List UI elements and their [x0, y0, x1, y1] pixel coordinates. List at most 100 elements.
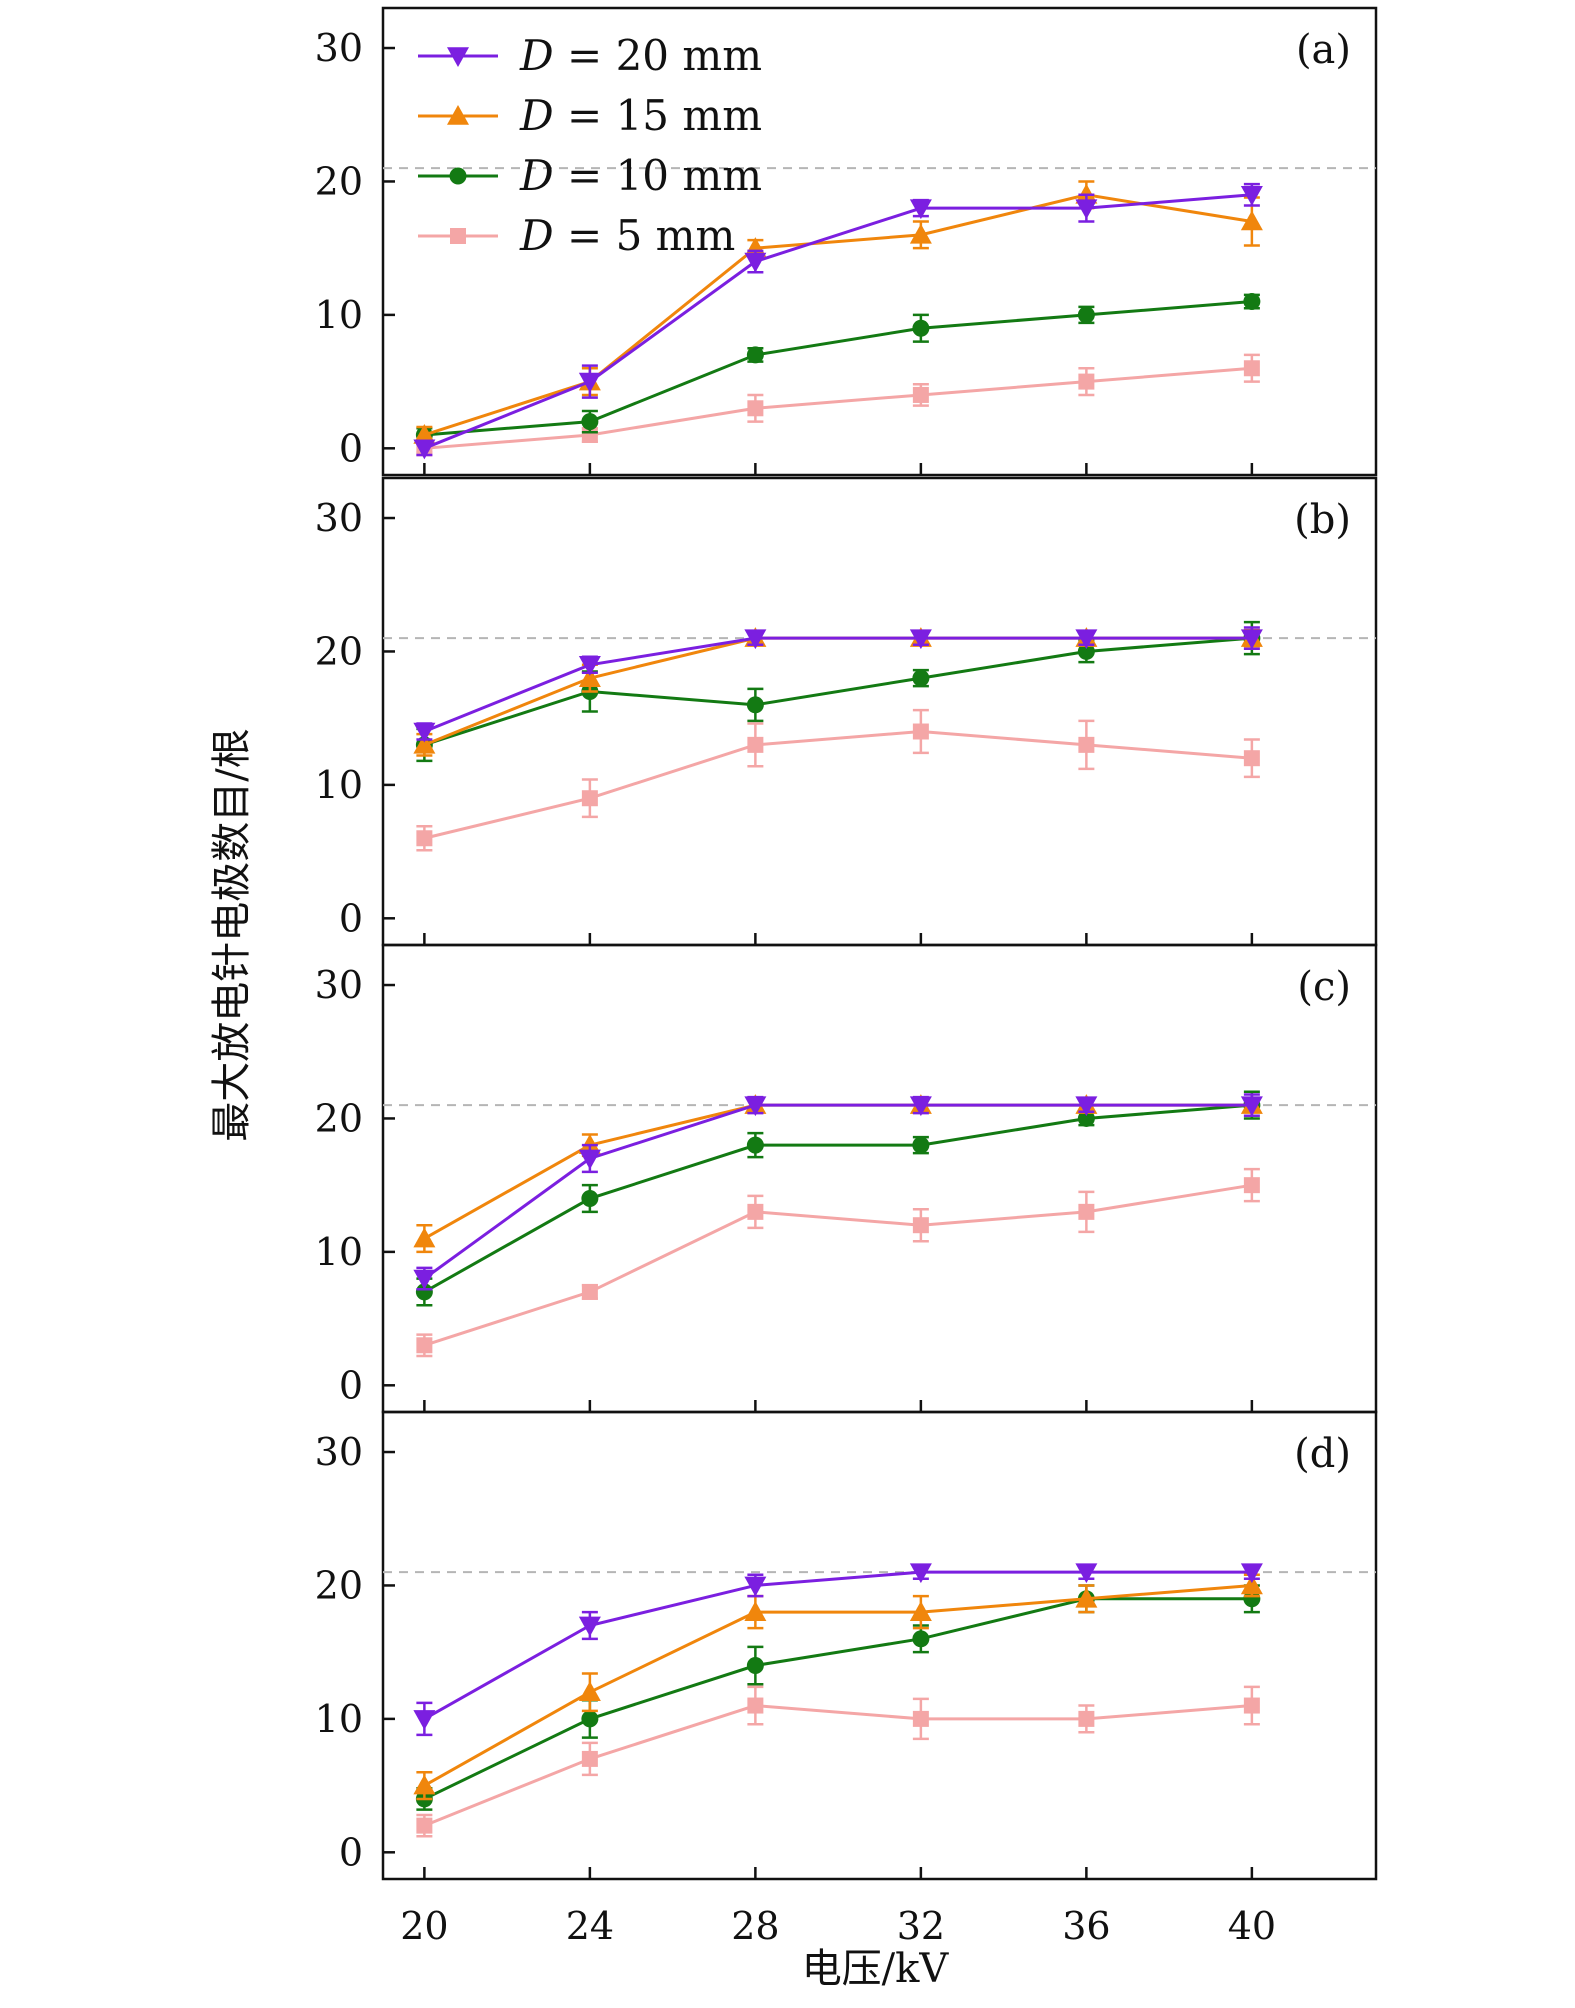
plot-area: 0 10 20 30 (a) 0 10 20 30 (b) 0 10 20 30 (c) 0 10 20 30 (d)… — [315, 6, 1378, 1948]
series-line — [424, 300, 1252, 437]
data-point — [912, 1217, 929, 1234]
panel-d: 0 10 20 30 (d) 20 24 28 32 36 40 — [315, 1410, 1378, 1948]
data-point — [1078, 1203, 1095, 1220]
y-tick-label: 20 — [315, 1563, 363, 1607]
data-point — [1240, 186, 1263, 206]
data-point — [1243, 360, 1260, 377]
panel-c: 0 10 20 30 (c) — [315, 943, 1378, 1414]
data-point — [746, 346, 764, 364]
legend-var: D — [519, 91, 554, 140]
panel-frame — [381, 1410, 1378, 1881]
data-point — [1078, 736, 1095, 753]
x-tick-label: 36 — [1062, 1904, 1110, 1948]
data-point — [909, 1601, 932, 1621]
y-tick-label: 20 — [315, 1096, 363, 1140]
data-point — [747, 736, 764, 753]
data-point — [413, 722, 436, 743]
series-line — [423, 1570, 1252, 1721]
data-point — [581, 426, 598, 443]
data-point — [581, 1190, 599, 1208]
x-tick-label: 24 — [566, 1904, 614, 1948]
series-line — [424, 730, 1252, 840]
data-point — [416, 1817, 433, 1834]
data-point — [578, 1681, 601, 1701]
data-point — [1075, 1096, 1098, 1117]
data-point — [744, 629, 767, 650]
data-point — [1243, 1177, 1260, 1194]
data-point — [413, 1774, 436, 1795]
x-tick-label: 28 — [731, 1904, 779, 1948]
legend-label: D = 15 mm — [519, 91, 762, 140]
legend-marker — [450, 228, 466, 244]
data-point — [912, 1710, 929, 1727]
legend-label: D = 20 mm — [519, 31, 762, 80]
data-point — [746, 1136, 764, 1154]
data-point — [909, 1096, 932, 1117]
data-point — [909, 629, 932, 650]
data-point — [747, 400, 764, 417]
data-point — [581, 1283, 598, 1300]
data-point — [1075, 1563, 1098, 1584]
series-line — [423, 636, 1252, 733]
series-d-20mm — [413, 1093, 1263, 1291]
data-point — [1078, 1710, 1095, 1727]
legend-entry-5mm: D = 5 mm — [418, 211, 735, 260]
series-d-20mm — [413, 182, 1263, 460]
y-tick-label: 30 — [315, 963, 363, 1007]
data-point — [912, 319, 930, 337]
data-point — [1075, 199, 1098, 220]
data-point — [578, 1616, 601, 1637]
data-point — [578, 372, 601, 393]
legend-marker — [449, 167, 467, 185]
data-point — [912, 669, 930, 687]
data-point — [1243, 1697, 1260, 1714]
legend-value: = 15 mm — [554, 91, 762, 140]
legend-value: = 20 mm — [554, 31, 762, 80]
y-axis-label: 最大放电针电极数目/根 — [209, 728, 255, 1141]
legend-var: D — [519, 151, 554, 200]
panel-label: (a) — [1296, 27, 1351, 73]
series-line — [423, 1103, 1252, 1280]
data-point — [581, 413, 599, 431]
data-point — [581, 790, 598, 807]
legend-value: = 5 mm — [554, 211, 736, 260]
series-d-20mm — [413, 1563, 1263, 1737]
series-d-10mm — [415, 1584, 1261, 1811]
y-tick-label: 10 — [315, 1230, 363, 1274]
data-point — [1077, 306, 1095, 324]
y-tick-label: 20 — [315, 159, 363, 203]
series-d-5mm — [416, 1167, 1260, 1358]
data-point — [1240, 1574, 1263, 1595]
data-point — [744, 1576, 767, 1597]
series-line — [423, 1597, 1252, 1801]
data-point — [413, 439, 436, 460]
x-tick-label: 40 — [1228, 1904, 1276, 1948]
data-point — [416, 830, 433, 847]
y-tick-label: 0 — [339, 1363, 363, 1407]
panel-frame — [381, 6, 1378, 477]
series-d-5mm — [416, 353, 1260, 457]
y-tick-label: 20 — [315, 629, 363, 673]
data-point — [1078, 373, 1095, 390]
data-point — [747, 1697, 764, 1714]
data-point — [1240, 210, 1263, 231]
data-point — [413, 1227, 436, 1248]
data-point — [746, 1657, 764, 1675]
x-tick-label: 32 — [897, 1904, 945, 1948]
series-d-20mm — [413, 626, 1263, 743]
data-point — [912, 1630, 930, 1648]
legend-var: D — [519, 211, 554, 260]
data-point — [413, 1710, 436, 1730]
legend-var: D — [519, 31, 554, 80]
data-point — [1240, 1096, 1263, 1117]
series-d-10mm — [415, 293, 1261, 444]
data-point — [581, 1750, 598, 1767]
y-tick-label: 10 — [315, 293, 363, 337]
series-line — [423, 1583, 1252, 1787]
panel-label: (b) — [1294, 497, 1351, 543]
series-line — [423, 1704, 1252, 1828]
panel-label: (c) — [1297, 964, 1351, 1010]
data-point — [746, 696, 764, 714]
data-point — [1075, 629, 1098, 650]
y-tick-label: 0 — [339, 896, 363, 940]
